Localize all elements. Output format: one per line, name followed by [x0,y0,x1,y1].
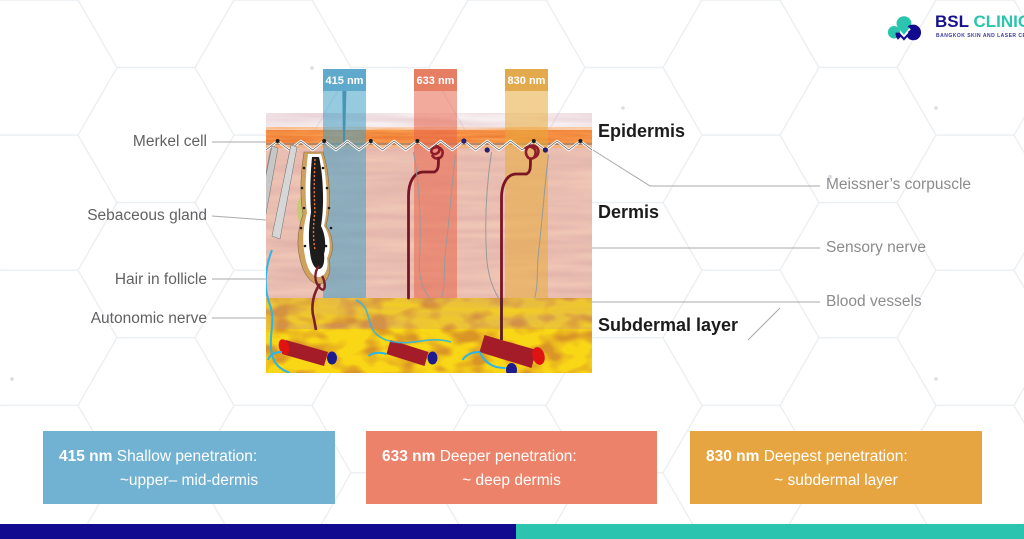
svg-text:633 nm: 633 nm [417,75,455,87]
svg-text:Meissner’s corpuscle: Meissner’s corpuscle [826,176,971,193]
svg-text:Blood vessels: Blood vessels [826,293,922,310]
svg-text:Dermis: Dermis [598,202,659,222]
svg-text:Epidermis: Epidermis [598,121,685,141]
svg-text:Hair in follicle: Hair in follicle [115,271,207,288]
svg-text:830 nm: 830 nm [508,75,546,87]
svg-text:Autonomic nerve: Autonomic nerve [91,310,207,327]
svg-text:Sensory nerve: Sensory nerve [826,239,926,256]
svg-text:Sebaceous gland: Sebaceous gland [87,207,207,224]
svg-text:Merkel cell: Merkel cell [133,133,207,150]
svg-text:Subdermal layer: Subdermal layer [598,315,738,335]
svg-text:415 nm: 415 nm [326,75,364,87]
